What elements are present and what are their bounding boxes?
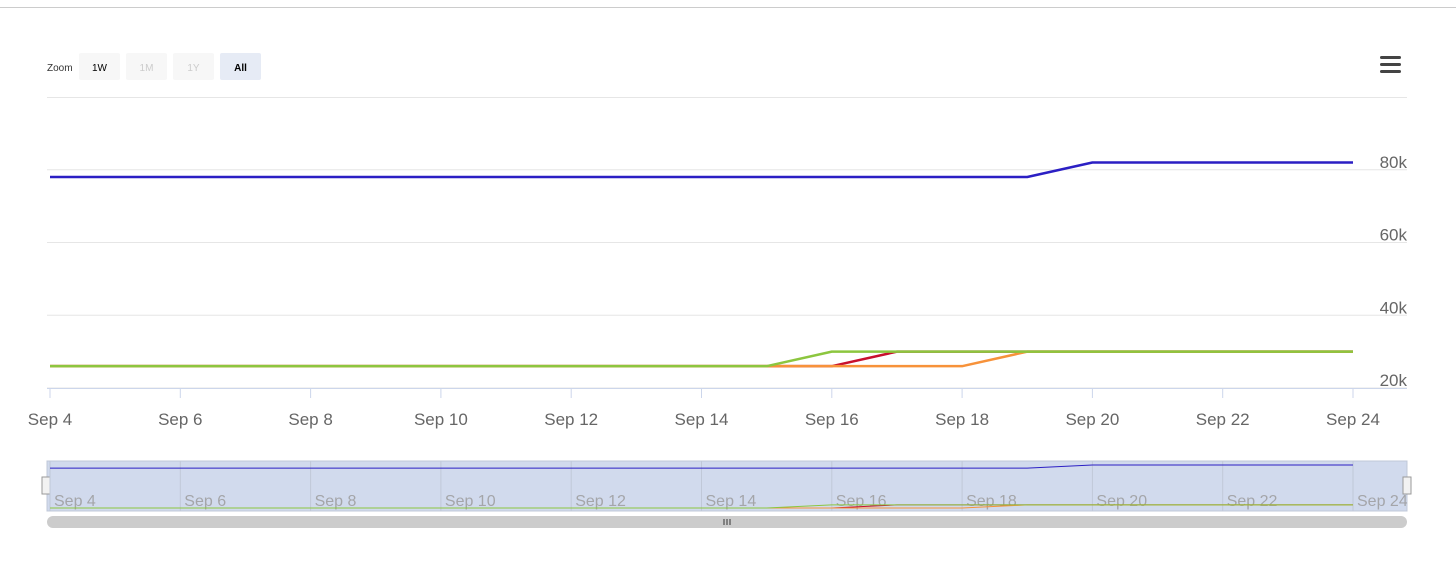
navigator-tick-label: Sep 20 <box>1096 493 1147 510</box>
navigator-handle[interactable] <box>41 476 51 495</box>
navigator: Sep 4 Sep 6 Sep 8 Sep 10 Sep 12 Sep 14 Sep 16 S… <box>49 461 1408 511</box>
x-tick-label: Sep 20 <box>1065 410 1119 429</box>
y-tick-label: 40k <box>1380 298 1408 317</box>
series-line <box>50 350 1353 368</box>
zoom-button[interactable] <box>220 53 261 80</box>
navigator-line <box>50 504 1353 509</box>
navigator-tick-label: Sep 8 <box>315 493 357 510</box>
zoom-button[interactable] <box>126 53 167 80</box>
navigator-tick-label: Sep 14 <box>706 493 757 510</box>
navigator-tick-label: Sep 22 <box>1227 493 1278 510</box>
zoom-button-label[interactable]: 1W <box>92 63 108 74</box>
x-tick-label: Sep 24 <box>1326 410 1380 429</box>
zoom-button[interactable] <box>173 53 214 80</box>
zoom-button-label[interactable]: 1Y <box>187 63 200 74</box>
zoom-button[interactable] <box>79 53 120 80</box>
zoom-button-label[interactable]: All <box>234 63 247 74</box>
x-tick-label: Sep 18 <box>935 410 989 429</box>
series-line <box>50 350 1353 368</box>
x-tick-label: Sep 22 <box>1196 410 1250 429</box>
y-tick-label: 60k <box>1380 226 1408 245</box>
navigator-line <box>50 464 1353 469</box>
x-tick-label: Sep 10 <box>414 410 468 429</box>
x-tick-label: Sep 8 <box>288 410 332 429</box>
navigator-handle[interactable] <box>1402 476 1412 495</box>
navigator-tick-label: Sep 4 <box>54 493 96 510</box>
y-tick-label: 80k <box>1380 153 1408 172</box>
scrollbar-grip <box>723 519 731 525</box>
x-tick-label: Sep 4 <box>28 410 72 429</box>
x-tick-label: Sep 14 <box>675 410 729 429</box>
menu-icon[interactable] <box>1380 56 1401 73</box>
y-tick-label: 20k <box>1380 371 1408 390</box>
zoom-button-label[interactable]: 1M <box>140 63 154 74</box>
x-tick-label: Sep 16 <box>805 410 859 429</box>
x-tick-label: Sep 12 <box>544 410 598 429</box>
navigator-tick-label: Sep 24 <box>1357 493 1408 510</box>
series-line <box>50 350 1353 368</box>
series-line <box>50 161 1353 179</box>
x-tick-label: Sep 6 <box>158 410 202 429</box>
navigator-tick-label: Sep 6 <box>184 493 226 510</box>
zoom-label: Zoom <box>47 63 73 74</box>
navigator-tick-label: Sep 10 <box>445 493 496 510</box>
navigator-tick-label: Sep 12 <box>575 493 626 510</box>
